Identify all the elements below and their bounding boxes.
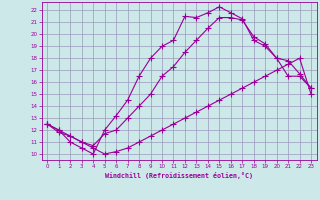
X-axis label: Windchill (Refroidissement éolien,°C): Windchill (Refroidissement éolien,°C)	[105, 172, 253, 179]
